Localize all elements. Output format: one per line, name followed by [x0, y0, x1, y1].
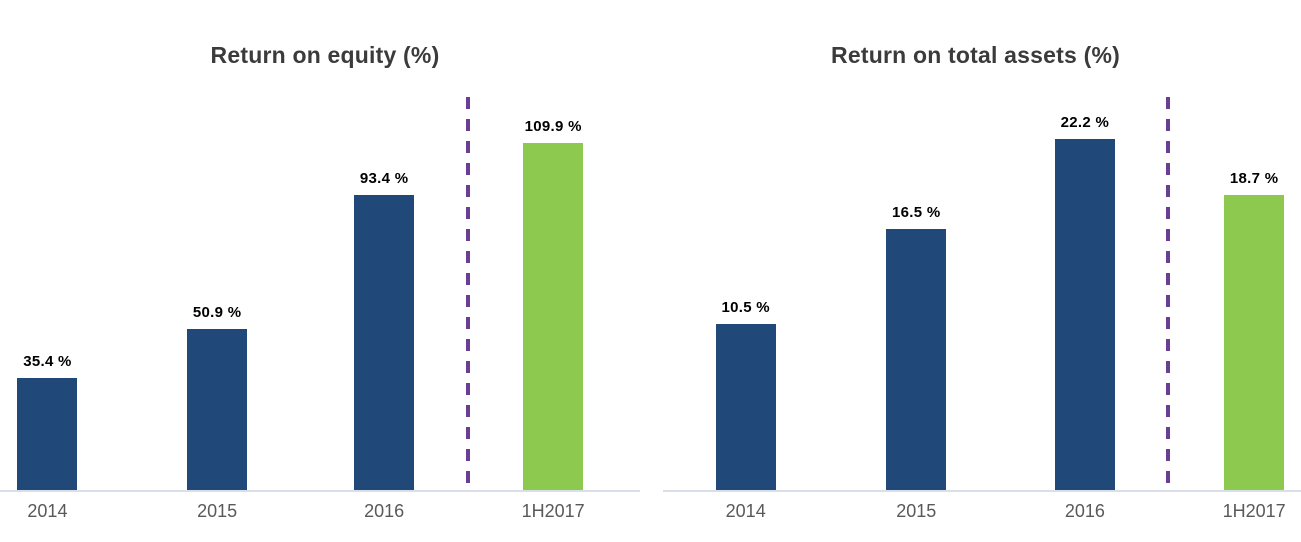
x-tick-label: 2014 [725, 501, 766, 521]
bar-value-label: 22.2 % [1060, 114, 1110, 131]
bar [886, 229, 947, 490]
x-tick-label: 2016 [1064, 501, 1105, 521]
x-axis-line [663, 490, 1301, 492]
x-tick-label: 1H2017 [1222, 501, 1286, 521]
x-tick-label: 2016 [364, 501, 405, 521]
bar [1054, 139, 1115, 490]
bar-value-label: 18.7 % [1229, 170, 1279, 187]
bar-value-label: 93.4 % [359, 170, 409, 187]
bar-group-1h2017: 109.9 % 1H2017 [522, 118, 585, 521]
bar [523, 143, 584, 490]
x-tick-label: 2015 [896, 501, 937, 521]
period-divider-dashed-line [466, 97, 470, 490]
period-divider-dashed-line [1166, 97, 1171, 490]
bar [715, 324, 776, 490]
bar-group-2015: 50.9 % 2015 [187, 304, 248, 521]
bar-value-label: 10.5 % [721, 299, 770, 316]
x-tick-label: 2014 [27, 501, 68, 521]
bar-value-label: 16.5 % [892, 204, 941, 221]
chart-title: Return on total assets (%) [831, 42, 1120, 68]
chart-return-on-total-assets: Return on total assets (%) 10.5 % 2014 1… [650, 0, 1301, 542]
x-axis-line [0, 490, 640, 492]
bar-group-1h2017: 18.7 % 1H2017 [1223, 170, 1286, 521]
plot-area: 35.4 % 2014 50.9 % 2015 93.4 % 2016 109.… [0, 95, 650, 521]
chart-return-on-equity: Return on equity (%) 35.4 % 2014 50.9 % … [0, 0, 650, 542]
bar-group-2015: 16.5 % 2015 [886, 204, 947, 521]
bar [187, 329, 248, 490]
bar [17, 378, 78, 490]
x-tick-label: 1H2017 [521, 501, 585, 521]
bar [1224, 195, 1285, 490]
x-tick-label: 2015 [197, 501, 238, 521]
bar-group-2014: 10.5 % 2014 [715, 299, 776, 521]
bar-value-label: 35.4 % [23, 353, 72, 370]
bar-value-label: 109.9 % [524, 118, 582, 135]
bar [354, 195, 415, 490]
plot-area: 10.5 % 2014 16.5 % 2015 22.2 % 2016 18.7… [650, 95, 1301, 521]
chart-title: Return on equity (%) [210, 42, 440, 68]
bar-group-2014: 35.4 % 2014 [17, 353, 78, 521]
bar-value-label: 50.9 % [192, 304, 242, 321]
bar-group-2016: 93.4 % 2016 [354, 170, 415, 521]
bar-group-2016: 22.2 % 2016 [1054, 114, 1115, 521]
